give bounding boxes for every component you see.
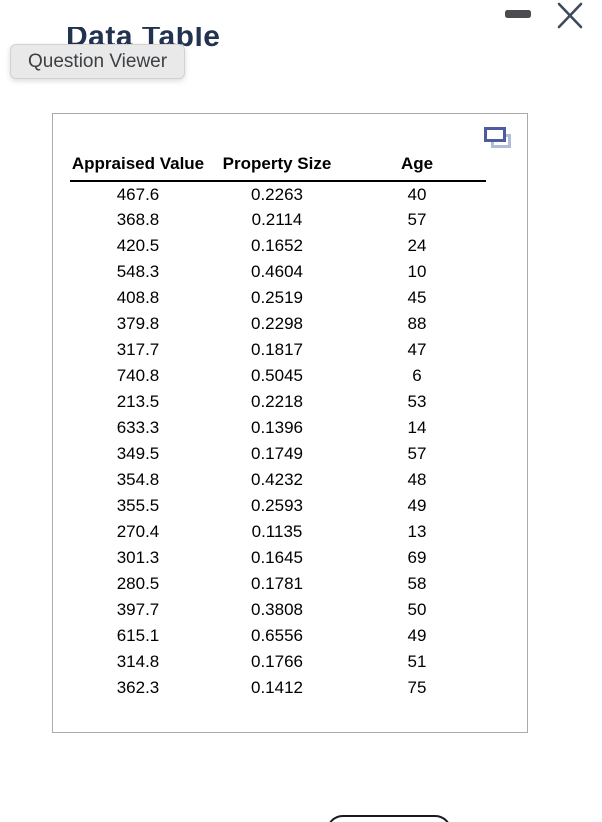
table-cell: 740.8 <box>116 365 160 385</box>
table-cell: 0.4604 <box>251 261 303 281</box>
minimize-icon[interactable] <box>505 10 531 18</box>
table-cell: 548.3 <box>116 261 160 281</box>
table-row: 740.8 0.5045 6 <box>70 363 486 389</box>
question-viewer-tooltip[interactable]: Question Viewer <box>10 44 186 79</box>
table-cell: 58 <box>407 573 427 593</box>
table-cell: 47 <box>407 339 427 359</box>
table-cell: 45 <box>407 287 427 307</box>
table-cell: 57 <box>407 443 427 463</box>
table-cell: 0.1412 <box>251 677 303 697</box>
table-cell: 49 <box>407 625 427 645</box>
table-row: 354.8 0.4232 48 <box>70 467 486 493</box>
table-cell: 0.2519 <box>251 287 303 307</box>
table-cell: 0.2298 <box>251 313 303 333</box>
table-cell: 14 <box>407 417 427 437</box>
table-cell: 0.2263 <box>251 185 303 204</box>
table-cell: 0.1135 <box>251 521 303 541</box>
table-cell: 49 <box>407 495 427 515</box>
table-cell: 51 <box>407 651 427 671</box>
table-cell: 10 <box>407 261 427 281</box>
table-cell: 0.1749 <box>251 443 303 463</box>
table-cell: 0.4232 <box>251 469 303 489</box>
table-cell: 13 <box>407 521 427 541</box>
table-row: 349.5 0.1749 57 <box>70 441 486 467</box>
column-header-appraised-value: Appraised Value <box>70 151 206 182</box>
data-table-panel: Appraised Value Property Size Age 467.6 0… <box>52 113 528 733</box>
table-cell: 0.2114 <box>251 209 303 229</box>
popout-front-rect <box>484 127 506 142</box>
data-table: Appraised Value Property Size Age 467.6 0… <box>70 151 486 701</box>
table-header-row: Appraised Value Property Size Age <box>70 151 486 182</box>
table-row: 467.6 0.2263 40 <box>70 181 486 207</box>
table-row: 270.4 0.1135 13 <box>70 519 486 545</box>
close-icon[interactable] <box>555 1 585 30</box>
table-cell: 0.1652 <box>251 235 303 255</box>
table-row: 301.3 0.1645 69 <box>70 545 486 571</box>
table-cell: 0.6556 <box>251 625 303 645</box>
table-row: 362.3 0.1412 75 <box>70 675 486 701</box>
table-cell: 362.3 <box>116 677 160 697</box>
table-cell: 0.5045 <box>251 365 303 385</box>
table-row: 314.8 0.1766 51 <box>70 649 486 675</box>
table-cell: 0.3808 <box>251 599 303 619</box>
table-cell: 6 <box>412 365 422 385</box>
table-row: 213.5 0.2218 53 <box>70 389 486 415</box>
table-row: 368.8 0.2114 57 <box>70 207 486 233</box>
table-row: 355.5 0.2593 49 <box>70 493 486 519</box>
table-cell: 301.3 <box>116 547 160 567</box>
table-cell: 50 <box>407 599 427 619</box>
table-cell: 349.5 <box>116 443 160 463</box>
table-cell: 0.2593 <box>251 495 303 515</box>
table-cell: 0.1396 <box>251 417 303 437</box>
table-cell: 314.8 <box>116 651 160 671</box>
table-cell: 317.7 <box>116 339 160 359</box>
table-cell: 57 <box>407 209 427 229</box>
table-cell: 40 <box>407 185 427 204</box>
column-header-age: Age <box>348 151 486 182</box>
table-cell: 88 <box>407 313 427 333</box>
table-cell: 24 <box>407 235 427 255</box>
table-cell: 69 <box>407 547 427 567</box>
table-cell: 633.3 <box>116 417 160 437</box>
table-row: 633.3 0.1396 14 <box>70 415 486 441</box>
table-cell: 408.8 <box>116 287 160 307</box>
table-cell: 270.4 <box>116 521 160 541</box>
table-cell: 615.1 <box>116 625 160 645</box>
table-row: 615.1 0.6556 49 <box>70 623 486 649</box>
tooltip-label: Question Viewer <box>28 50 168 72</box>
table-cell: 75 <box>407 677 427 697</box>
table-row: 397.7 0.3808 50 <box>70 597 486 623</box>
table-cell: 0.1817 <box>251 339 303 359</box>
column-header-property-size: Property Size <box>206 151 348 182</box>
table-cell: 379.8 <box>116 313 160 333</box>
table-cell: 397.7 <box>116 599 160 619</box>
table-cell: 355.5 <box>116 495 160 515</box>
table-cell: 0.1645 <box>251 547 303 567</box>
table-cell: 48 <box>407 469 427 489</box>
table-row: 420.5 0.1652 24 <box>70 233 486 259</box>
table-row: 548.3 0.4604 10 <box>70 259 486 285</box>
table-row: 280.5 0.1781 58 <box>70 571 486 597</box>
table-row: 408.8 0.2519 45 <box>70 285 486 311</box>
table-cell: 0.1781 <box>251 573 303 593</box>
table-cell: 368.8 <box>116 209 160 229</box>
table-row: 379.8 0.2298 88 <box>70 311 486 337</box>
table-cell: 280.5 <box>116 573 160 593</box>
table-cell: 213.5 <box>116 391 160 411</box>
table-cell: 420.5 <box>116 235 160 255</box>
table-cell: 467.6 <box>116 185 160 204</box>
table-cell: 0.1766 <box>251 651 303 671</box>
table-row: 317.7 0.1817 47 <box>70 337 486 363</box>
table-cell: 354.8 <box>116 469 160 489</box>
popout-window-icon[interactable] <box>484 127 512 149</box>
table-cell: 53 <box>407 391 427 411</box>
table-cell: 0.2218 <box>251 391 303 411</box>
bottom-clipped-button[interactable] <box>326 815 452 822</box>
